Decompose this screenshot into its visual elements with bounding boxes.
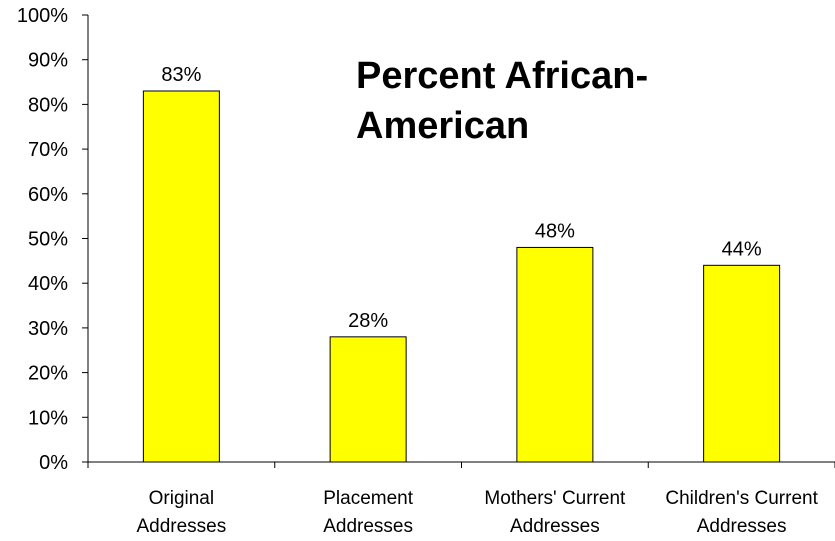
category-label-line: Addresses xyxy=(510,516,600,537)
chart-title-line-2: American xyxy=(356,105,529,147)
bar xyxy=(142,90,220,463)
y-tick-label: 90% xyxy=(28,50,68,72)
bars xyxy=(142,90,781,463)
y-axis: 0% 10% 20% 30% 40% 50% 60% 70% 80% 90% 100% xyxy=(17,5,89,474)
category-label-line: Addresses xyxy=(136,516,226,537)
data-label: 48% xyxy=(535,220,575,242)
bar xyxy=(516,246,594,463)
chart-title: Percent African- American xyxy=(356,55,648,147)
y-tick-label: 100% xyxy=(17,5,68,27)
category-label: Placement Addresses xyxy=(323,488,413,537)
y-tick-label: 30% xyxy=(28,318,68,340)
category-label: Original Addresses xyxy=(136,488,226,537)
category-label-line: Original xyxy=(149,488,214,509)
x-axis xyxy=(87,461,835,468)
category-label: Children's Current Addresses xyxy=(665,488,818,537)
y-tick-label: 10% xyxy=(28,407,68,429)
y-tick-label: 80% xyxy=(28,94,68,116)
y-tick-label: 70% xyxy=(28,139,68,161)
data-labels: 83% 28% 48% 44% xyxy=(161,64,761,332)
y-tick-label: 0% xyxy=(39,452,68,474)
y-tick-label: 60% xyxy=(28,184,68,206)
y-tick-label: 40% xyxy=(28,273,68,295)
bar xyxy=(329,336,407,463)
category-label-line: Addresses xyxy=(323,516,413,537)
category-label-line: Placement xyxy=(323,488,413,509)
category-label-line: Children's Current xyxy=(665,488,818,509)
data-label: 44% xyxy=(722,238,762,260)
y-tick-label: 50% xyxy=(28,229,68,251)
data-label: 28% xyxy=(348,310,388,332)
chart-title-line-1: Percent African- xyxy=(356,55,648,97)
category-label-line: Mothers' Current xyxy=(484,488,626,509)
y-tick-label: 20% xyxy=(28,363,68,385)
category-label-line: Addresses xyxy=(697,516,787,537)
category-label: Mothers' Current Addresses xyxy=(484,488,626,537)
data-label: 83% xyxy=(161,64,201,86)
bar xyxy=(703,264,781,463)
